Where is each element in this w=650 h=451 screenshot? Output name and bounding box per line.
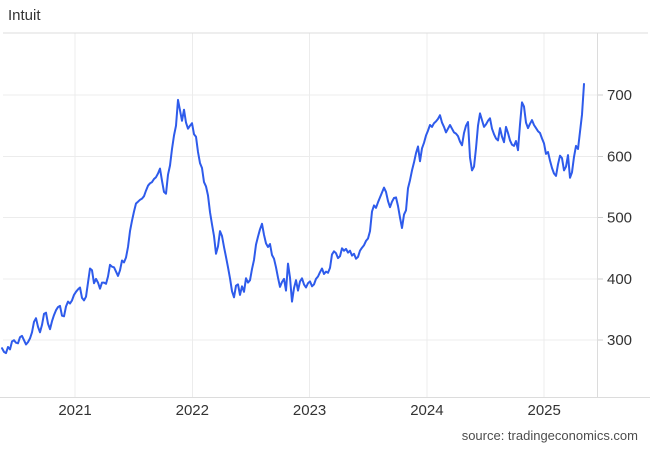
source-attribution[interactable]: source: tradingeconomics.com xyxy=(461,428,638,443)
x-axis-label: 2023 xyxy=(293,402,326,419)
x-axis-label: 2024 xyxy=(410,402,443,419)
x-axis-label: 2021 xyxy=(58,402,91,419)
y-axis-label: 300 xyxy=(607,332,632,349)
chart-title: Intuit xyxy=(8,7,41,24)
y-axis-label: 400 xyxy=(607,271,632,288)
price-line xyxy=(1,83,585,355)
x-axis-label: 2022 xyxy=(176,402,209,419)
y-axis-label: 500 xyxy=(607,210,632,227)
y-axis-label: 600 xyxy=(607,148,632,165)
y-axis-label: 700 xyxy=(607,87,632,104)
x-axis-label: 2025 xyxy=(528,402,561,419)
